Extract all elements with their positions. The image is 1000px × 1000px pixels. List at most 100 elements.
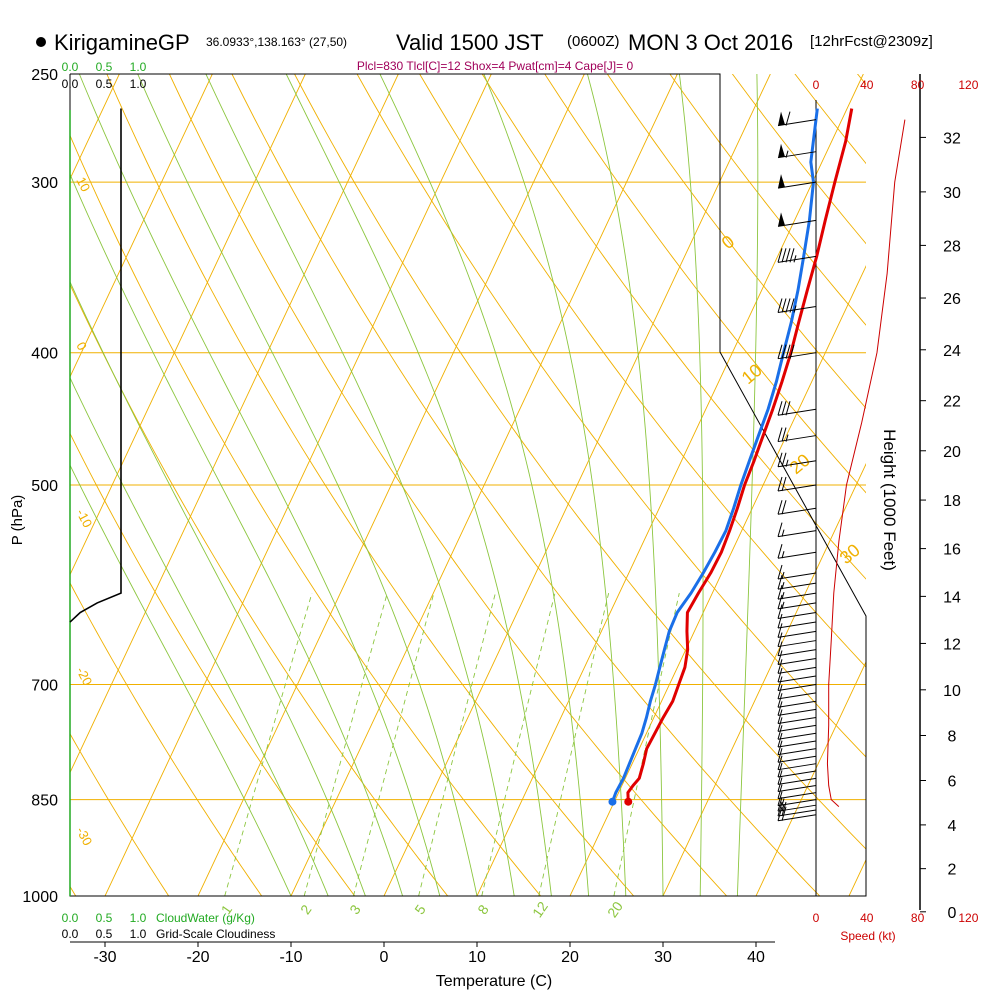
cloudiness-bottom-tick: 0.5 (96, 927, 113, 941)
height-tick-label: 30 (943, 185, 961, 202)
wind-barb (777, 575, 817, 590)
moist-adiabat (586, 74, 664, 896)
moist-adiabat (70, 464, 292, 896)
x-tick-label: -30 (93, 949, 116, 966)
height-tick-label: 10 (943, 683, 961, 700)
wind-barb (777, 676, 817, 692)
mixing-ratio-line (613, 593, 680, 896)
data-series (69, 108, 906, 807)
cloudwater-bottom-tick: 0.5 (96, 911, 113, 925)
dry-adiabat (962, 50, 1000, 925)
wind-barbs (777, 111, 817, 822)
dry-adiabat (356, 74, 866, 758)
cloudiness-line (69, 108, 122, 623)
dry-adiabat (70, 582, 263, 896)
wind-barb (777, 701, 817, 716)
isotherm (0, 74, 26, 896)
pressure-tick-label: 300 (31, 175, 58, 192)
dry-adiabat (168, 74, 728, 896)
dry-adiabat (70, 134, 542, 896)
station-name: KirigamineGP (54, 30, 190, 55)
dewpoint-surface-marker (608, 797, 617, 806)
dewpoint-line (611, 108, 819, 803)
temperature-line (626, 108, 854, 802)
isotherm (197, 74, 585, 896)
dry-adiabat (231, 74, 821, 896)
wind-barb (777, 684, 817, 700)
wind-speed-bottom-tick: 120 (958, 911, 978, 925)
cloudiness-label: Grid-Scale Cloudiness (156, 927, 275, 941)
dry-adiabat (106, 74, 635, 896)
mixing-ratio-label: 20 (604, 898, 626, 920)
height-tick-label: 26 (943, 291, 961, 308)
height-tick-label: 4 (948, 818, 957, 835)
wind-barb (777, 806, 817, 822)
station-coords: 36.0933°,138.163° (27,50) (206, 35, 347, 49)
height-tick-label: 18 (943, 493, 961, 510)
y-axis-label: P (hPa) (9, 495, 26, 546)
wind-barb (777, 762, 817, 778)
x-tick-label: 10 (468, 949, 486, 966)
wind-speed-bottom-tick: 0 (813, 911, 820, 925)
wind-speed-line (826, 119, 906, 807)
isotherm (104, 74, 492, 896)
axes: 1 2 3 5 8 12 20100-10-20-300102030250300400500… (9, 60, 979, 990)
mixing-ratio-label: 3 (346, 901, 364, 917)
dry-adiabat (669, 74, 866, 326)
height-tick-label: 14 (943, 589, 961, 606)
x-tick-label: -20 (186, 949, 209, 966)
right-axis-label: Height (1000 Feet) (880, 429, 899, 571)
wind-barb (777, 632, 817, 648)
x-tick-label: 30 (654, 949, 672, 966)
mixing-ratio-label: 5 (411, 901, 429, 917)
dry-adiabat (544, 74, 866, 494)
moist-adiabat (70, 173, 404, 896)
dry-adiabat (606, 74, 866, 409)
wind-barb (777, 452, 817, 468)
isotherm (383, 74, 771, 896)
wind-barb (777, 693, 817, 708)
height-tick-label: 28 (943, 238, 961, 255)
isotherm (662, 463, 866, 896)
wind-barb (777, 641, 817, 657)
dry-adiabat-label: 10 (738, 360, 766, 388)
moist-adiabat (78, 74, 441, 896)
dry-adiabat-label: 30 (836, 540, 864, 568)
wind-barb (777, 717, 817, 732)
dry-adiabat-label: 20 (786, 450, 814, 478)
height-tick-label: 20 (943, 444, 961, 461)
moist-adiabat (736, 74, 759, 896)
plot-frame (69, 73, 921, 910)
x-tick-label: 0 (380, 949, 389, 966)
cloudwater-top-tick: 0.0 (62, 60, 79, 74)
pressure-tick-label: 1000 (22, 889, 58, 906)
zulu-time: (0600Z) (567, 33, 620, 50)
wind-barb (777, 725, 817, 740)
pressure-tick-label: 850 (31, 793, 58, 810)
mixing-ratio-label: 12 (529, 898, 551, 920)
wind-barb (777, 401, 817, 416)
isotherm-label: -30 (73, 824, 95, 848)
wind-barb (777, 604, 817, 620)
moist-adiabat (137, 74, 478, 896)
wind-barb (777, 544, 817, 559)
wind-barb (777, 500, 817, 515)
isotherm (70, 74, 399, 774)
wind-barb (777, 298, 817, 313)
wind-speed-bottom-tick: 80 (911, 911, 925, 925)
dry-adiabat (70, 732, 170, 896)
cloudwater-label: CloudWater (g/Kg) (156, 911, 255, 925)
pressure-tick-label: 250 (31, 67, 58, 84)
mixing-ratio-line (481, 592, 556, 896)
wind-speed-top-tick: 0 (813, 78, 820, 92)
wind-speed-top-tick: 120 (958, 78, 978, 92)
height-tick-label: 2 (948, 862, 957, 879)
isotherm (476, 74, 864, 896)
height-tick-label: 8 (948, 728, 957, 745)
pressure-tick-label: 400 (31, 346, 58, 363)
isotherm (290, 74, 678, 896)
wind-barb (777, 613, 817, 629)
wind-barb (777, 770, 817, 785)
isotherm (569, 265, 866, 896)
wind-barb (777, 755, 817, 771)
